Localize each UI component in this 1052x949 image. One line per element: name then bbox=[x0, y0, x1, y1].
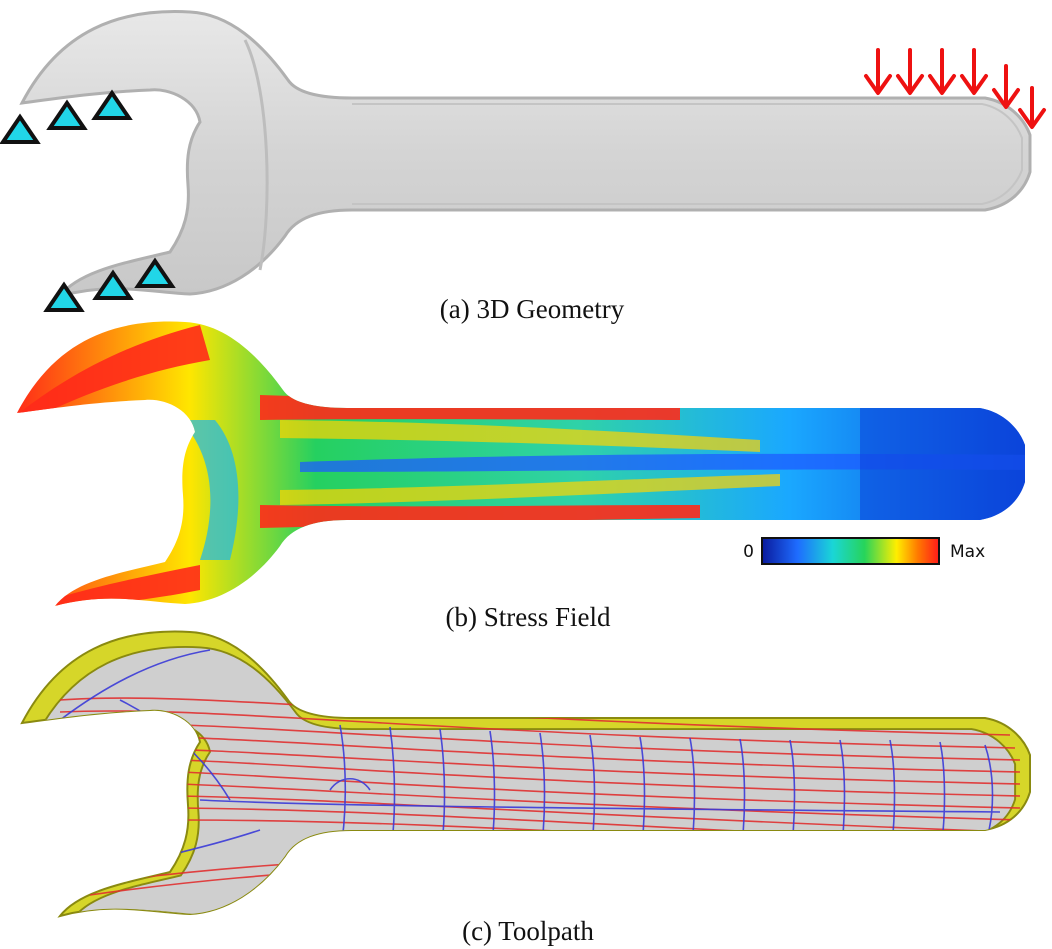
wrench-handle-edge bbox=[352, 103, 1023, 205]
triangle-icon bbox=[46, 99, 88, 130]
support-triangles bbox=[0, 89, 176, 312]
colorbar-min-label: 0 bbox=[743, 542, 754, 562]
toolpath-fill bbox=[36, 646, 1021, 916]
wrench-head-ridge bbox=[243, 39, 269, 271]
arrow-down-icon bbox=[896, 48, 924, 95]
colorbar: 0 Max bbox=[743, 537, 985, 565]
arrow-down-icon bbox=[992, 64, 1020, 109]
triangle-icon bbox=[91, 89, 133, 120]
arrow-down-icon bbox=[864, 48, 892, 95]
panel-a-geometry: (a) 3D Geometry bbox=[0, 10, 1046, 324]
arrow-down-icon bbox=[928, 48, 956, 95]
caption-c: (c) Toolpath bbox=[462, 916, 594, 946]
arrow-down-icon bbox=[1018, 86, 1046, 129]
panel-b-stress: 0 Max (b) Stress Field bbox=[17, 321, 1025, 632]
triangle-icon bbox=[134, 257, 176, 288]
triangle-icon bbox=[43, 281, 85, 312]
colorbar-max-label: Max bbox=[950, 542, 985, 562]
load-arrows bbox=[864, 48, 1046, 129]
colorbar-gradient bbox=[761, 537, 940, 565]
triangle-icon bbox=[0, 113, 41, 144]
caption-a: (a) 3D Geometry bbox=[440, 294, 625, 324]
caption-b: (b) Stress Field bbox=[446, 602, 611, 632]
triangle-icon bbox=[92, 269, 134, 300]
arrow-down-icon bbox=[960, 48, 988, 95]
panel-c-toolpath: (c) Toolpath bbox=[21, 630, 1031, 946]
